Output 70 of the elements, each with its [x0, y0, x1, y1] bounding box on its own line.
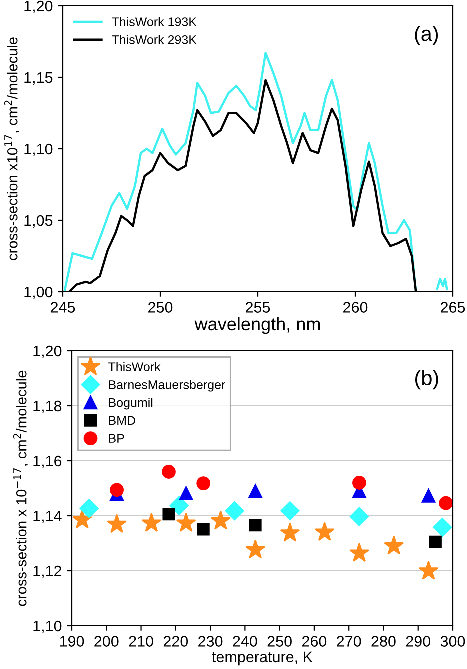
- point: [210, 510, 231, 530]
- y-axis-title: cross-section x10$^{17}$, cm$^{2}$/molecule: [4, 38, 20, 260]
- point: [352, 476, 366, 490]
- x-tick-label: 220: [164, 636, 188, 647]
- y-tick-label: 1,16: [34, 456, 62, 468]
- y-tick-label: 1,18: [34, 400, 62, 414]
- point: [176, 513, 196, 532]
- x-tick-label: 255: [246, 302, 270, 313]
- y-tick-label: 1,15: [24, 72, 53, 85]
- point: [384, 536, 404, 555]
- x-tick-label: 265: [441, 302, 466, 313]
- point: [314, 522, 335, 542]
- point: [280, 522, 300, 542]
- legend-label: ThisWork 193K: [112, 17, 197, 26]
- legend-label: Bogumil: [109, 398, 153, 410]
- legend-label: ThisWork 293K: [112, 35, 197, 44]
- y-tick-label: 1,14: [34, 511, 62, 524]
- y-tick-label: 1,00: [24, 286, 53, 300]
- x-tick-label: 260: [302, 636, 327, 647]
- legend-label: ThisWork: [108, 362, 161, 372]
- point: [72, 510, 92, 529]
- x-tick-label: 245: [51, 302, 76, 313]
- point: [439, 496, 453, 510]
- x-tick-label: 200: [94, 636, 119, 647]
- x-tick-label: 270: [337, 636, 362, 647]
- point: [196, 476, 211, 490]
- x-tick-label: 230: [198, 636, 223, 647]
- legend-label: BP: [109, 434, 124, 443]
- point: [142, 513, 162, 532]
- y-tick-label: 1,10: [34, 620, 62, 634]
- point: [107, 514, 127, 534]
- y-tick-label: 1,10: [24, 144, 53, 156]
- x-axis-title: temperature, K: [212, 652, 313, 666]
- y-tick-label: 1,12: [34, 566, 62, 578]
- x-tick-label: 190: [60, 636, 84, 647]
- legend-label: BMD: [109, 416, 136, 426]
- point: [429, 536, 442, 548]
- point: [110, 483, 124, 498]
- point: [280, 502, 300, 521]
- point: [350, 507, 370, 526]
- x-tick-label: 250: [268, 636, 292, 647]
- y-tick-label: 1,20: [34, 346, 62, 358]
- y-axis-title: cross-section x 10$^{−17}$, cm$^{2}$/molecule: [13, 370, 28, 606]
- legend-label: BarnesMauersberger: [109, 380, 226, 392]
- y-tick-label: 1,20: [24, 0, 53, 14]
- x-tick-label: 210: [129, 636, 154, 647]
- point: [418, 560, 439, 580]
- point: [350, 542, 370, 562]
- point: [80, 499, 99, 518]
- x-tick-label: 280: [372, 636, 396, 647]
- x-tick-label: 290: [406, 636, 431, 647]
- point: [246, 540, 266, 559]
- point: [179, 486, 194, 500]
- point: [170, 496, 189, 516]
- y-tick-label: 1,05: [24, 215, 53, 228]
- x-tick-label: 300: [440, 636, 466, 647]
- point: [433, 518, 452, 538]
- x-tick-label: 250: [148, 302, 173, 313]
- x-axis-title: wavelength, nm: [194, 317, 320, 334]
- point: [249, 519, 262, 532]
- point: [225, 502, 244, 521]
- x-tick-label: 260: [344, 302, 368, 313]
- point: [162, 465, 176, 479]
- annotation: (a): [415, 26, 438, 46]
- point: [162, 508, 176, 521]
- point: [248, 484, 263, 498]
- annotation: (b): [416, 370, 438, 390]
- point: [197, 523, 210, 536]
- x-tick-label: 240: [233, 636, 258, 647]
- point: [422, 488, 436, 503]
